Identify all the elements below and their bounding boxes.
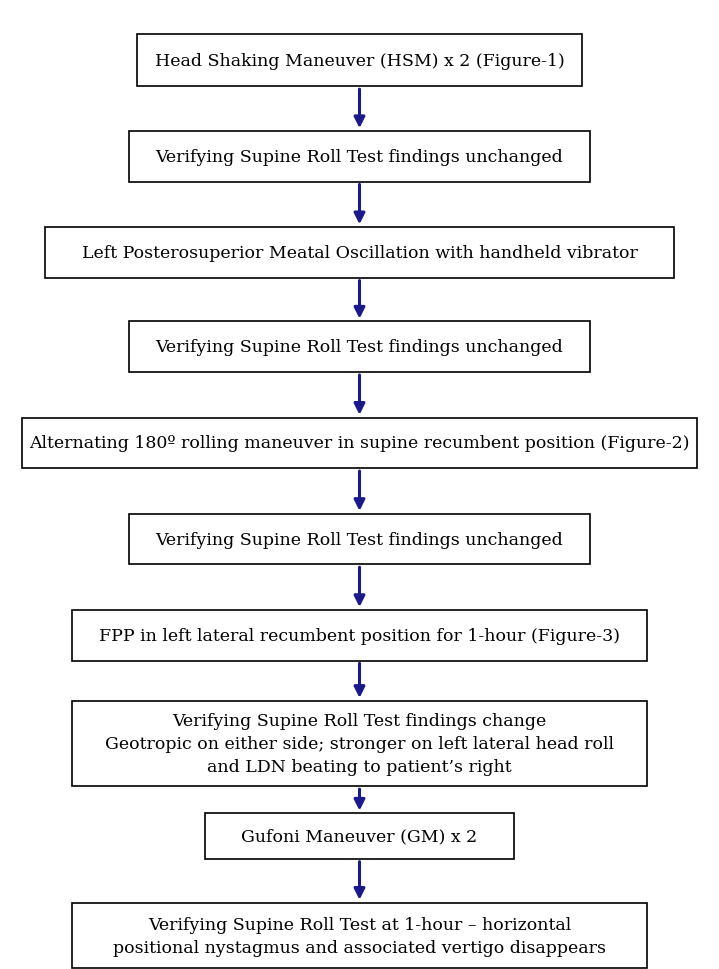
- Text: Left Posterosuperior Meatal Oscillation with handheld vibrator: Left Posterosuperior Meatal Oscillation …: [81, 244, 638, 262]
- Text: Verifying Supine Roll Test at 1-hour – horizontal
positional nystagmus and assoc: Verifying Supine Roll Test at 1-hour – h…: [113, 916, 606, 955]
- Text: Alternating 180º rolling maneuver in supine recumbent position (Figure-2): Alternating 180º rolling maneuver in sup…: [29, 435, 690, 452]
- FancyBboxPatch shape: [137, 35, 582, 87]
- Text: Verifying Supine Roll Test findings unchanged: Verifying Supine Roll Test findings unch…: [155, 148, 564, 166]
- Text: Verifying Supine Roll Test findings unchanged: Verifying Supine Roll Test findings unch…: [155, 531, 564, 548]
- Text: FPP in left lateral recumbent position for 1-hour (Figure-3): FPP in left lateral recumbent position f…: [99, 627, 620, 644]
- Text: Verifying Supine Roll Test findings change
Geotropic on either side; stronger on: Verifying Supine Roll Test findings chan…: [105, 712, 614, 775]
- Text: Head Shaking Maneuver (HSM) x 2 (Figure-1): Head Shaking Maneuver (HSM) x 2 (Figure-…: [155, 52, 564, 70]
- FancyBboxPatch shape: [72, 701, 647, 787]
- FancyBboxPatch shape: [129, 515, 590, 565]
- FancyBboxPatch shape: [129, 322, 590, 373]
- FancyBboxPatch shape: [45, 228, 674, 278]
- FancyBboxPatch shape: [72, 610, 647, 661]
- FancyBboxPatch shape: [22, 419, 697, 469]
- Text: Gufoni Maneuver (GM) x 2: Gufoni Maneuver (GM) x 2: [242, 828, 477, 845]
- Text: Verifying Supine Roll Test findings unchanged: Verifying Supine Roll Test findings unch…: [155, 339, 564, 356]
- FancyBboxPatch shape: [129, 132, 590, 182]
- FancyBboxPatch shape: [72, 903, 647, 968]
- FancyBboxPatch shape: [205, 814, 514, 859]
